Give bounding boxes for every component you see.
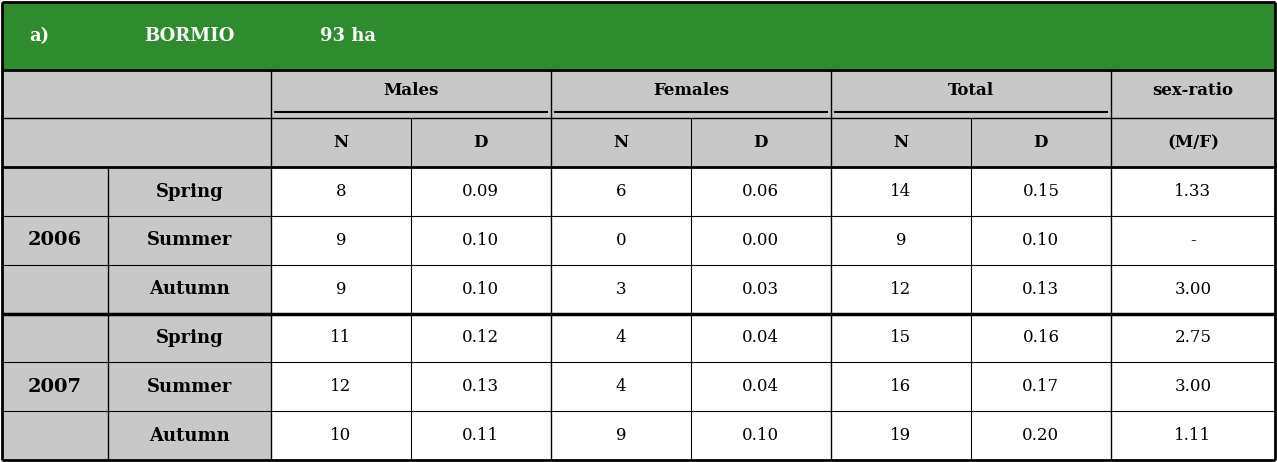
Bar <box>3 2 1274 69</box>
Bar <box>3 167 271 314</box>
Text: 0.16: 0.16 <box>1023 329 1060 346</box>
Text: 14: 14 <box>890 183 912 200</box>
Bar <box>271 362 1274 411</box>
Text: 2006: 2006 <box>28 231 82 249</box>
Text: 2.75: 2.75 <box>1175 329 1212 346</box>
Text: 3.00: 3.00 <box>1175 280 1212 298</box>
Text: Spring: Spring <box>156 182 223 201</box>
Text: 0.17: 0.17 <box>1023 378 1060 395</box>
Text: D: D <box>1033 134 1048 151</box>
Text: Autumn: Autumn <box>149 280 230 298</box>
Text: 0.12: 0.12 <box>462 329 499 346</box>
Bar <box>3 69 1274 118</box>
Bar <box>271 265 1274 314</box>
Text: 2007: 2007 <box>28 378 82 396</box>
Text: N: N <box>894 134 908 151</box>
Text: 0.04: 0.04 <box>742 378 779 395</box>
Bar <box>3 314 271 460</box>
Text: 1.33: 1.33 <box>1175 183 1212 200</box>
Text: 9: 9 <box>895 232 907 249</box>
Text: 0.10: 0.10 <box>742 427 779 444</box>
Text: 16: 16 <box>890 378 912 395</box>
Bar <box>271 216 1274 265</box>
Text: a): a) <box>29 27 50 45</box>
Text: 19: 19 <box>890 427 912 444</box>
Bar <box>271 167 1274 216</box>
Text: 0.15: 0.15 <box>1023 183 1060 200</box>
Text: 9: 9 <box>616 427 626 444</box>
Text: 15: 15 <box>890 329 912 346</box>
Text: 0.09: 0.09 <box>462 183 499 200</box>
Bar <box>271 314 1274 362</box>
Text: 0.10: 0.10 <box>1023 232 1060 249</box>
Text: 0.06: 0.06 <box>742 183 779 200</box>
Text: sex-ratio: sex-ratio <box>1152 82 1234 99</box>
Text: Total: Total <box>948 82 994 99</box>
Text: Summer: Summer <box>147 231 232 249</box>
Text: N: N <box>613 134 628 151</box>
Text: 0.11: 0.11 <box>462 427 499 444</box>
Text: 0.13: 0.13 <box>462 378 499 395</box>
Text: Summer: Summer <box>147 378 232 396</box>
Text: Autumn: Autumn <box>149 426 230 444</box>
Text: 4: 4 <box>616 378 626 395</box>
Text: 93 ha: 93 ha <box>319 27 375 45</box>
Text: -: - <box>1190 232 1195 249</box>
Text: 0.10: 0.10 <box>462 232 499 249</box>
Text: Males: Males <box>383 82 438 99</box>
Text: N: N <box>333 134 349 151</box>
Text: 0.20: 0.20 <box>1023 427 1060 444</box>
Text: 0: 0 <box>616 232 626 249</box>
Text: 8: 8 <box>336 183 346 200</box>
Text: 0.00: 0.00 <box>742 232 779 249</box>
Text: Spring: Spring <box>156 329 223 347</box>
Text: 6: 6 <box>616 183 626 200</box>
Text: D: D <box>474 134 488 151</box>
Text: 0.13: 0.13 <box>1023 280 1060 298</box>
Text: (M/F): (M/F) <box>1167 134 1220 151</box>
Text: 12: 12 <box>331 378 351 395</box>
Text: Females: Females <box>653 82 729 99</box>
Text: 9: 9 <box>336 280 346 298</box>
Bar <box>271 411 1274 460</box>
Text: 0.10: 0.10 <box>462 280 499 298</box>
Text: 9: 9 <box>336 232 346 249</box>
Text: 4: 4 <box>616 329 626 346</box>
Text: D: D <box>753 134 767 151</box>
Text: 3: 3 <box>616 280 626 298</box>
Text: BORMIO: BORMIO <box>144 27 235 45</box>
Text: 12: 12 <box>890 280 912 298</box>
Text: 0.04: 0.04 <box>742 329 779 346</box>
Bar <box>3 118 1274 167</box>
Text: 3.00: 3.00 <box>1175 378 1212 395</box>
Text: 0.03: 0.03 <box>742 280 779 298</box>
Text: 11: 11 <box>331 329 351 346</box>
Text: 10: 10 <box>331 427 351 444</box>
Text: 1.11: 1.11 <box>1175 427 1212 444</box>
